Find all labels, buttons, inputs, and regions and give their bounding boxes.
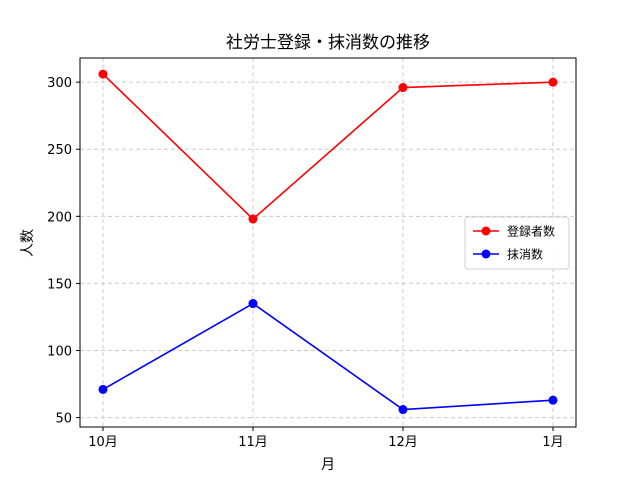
y-tick-label: 200 bbox=[47, 210, 72, 225]
y-tick-label: 300 bbox=[47, 76, 72, 91]
legend-box bbox=[464, 216, 570, 270]
series-line bbox=[102, 73, 554, 221]
legend-marker bbox=[481, 249, 491, 259]
y-tick-label: 250 bbox=[47, 143, 72, 158]
data-point bbox=[548, 77, 558, 87]
plot-area-frame bbox=[79, 57, 577, 428]
x-axis-label: 月 bbox=[321, 457, 335, 473]
y-axis-ticks: 50 100 150 200 250 300 bbox=[47, 76, 80, 427]
data-point bbox=[98, 384, 108, 394]
legend-entry: 登録者数 bbox=[507, 224, 555, 239]
y-tick-label: 50 bbox=[55, 412, 72, 427]
data-point bbox=[548, 395, 558, 405]
chart-title: 社労士登録・抹消数の推移 bbox=[226, 33, 430, 53]
series-2 bbox=[98, 299, 558, 415]
y-tick-label: 150 bbox=[47, 277, 72, 292]
legend-marker bbox=[481, 226, 491, 236]
x-tick-label: 11月 bbox=[238, 435, 268, 450]
series-line bbox=[102, 302, 554, 411]
y-tick-label: 100 bbox=[47, 345, 72, 360]
data-point bbox=[248, 299, 258, 309]
data-point bbox=[98, 69, 108, 79]
y-axis-label: 人数 bbox=[20, 229, 36, 257]
legend-entry: 抹消数 bbox=[507, 247, 543, 262]
x-tick-label: 12月 bbox=[388, 435, 418, 450]
data-point bbox=[398, 83, 408, 93]
x-tick-label: 10月 bbox=[88, 435, 118, 450]
data-point bbox=[398, 405, 408, 415]
data-point bbox=[248, 214, 258, 224]
series-1 bbox=[98, 69, 558, 224]
x-tick-label: 1月 bbox=[542, 435, 563, 450]
series-layer bbox=[98, 69, 558, 415]
x-axis-ticks: 10月 11月 12月 1月 bbox=[88, 427, 564, 450]
